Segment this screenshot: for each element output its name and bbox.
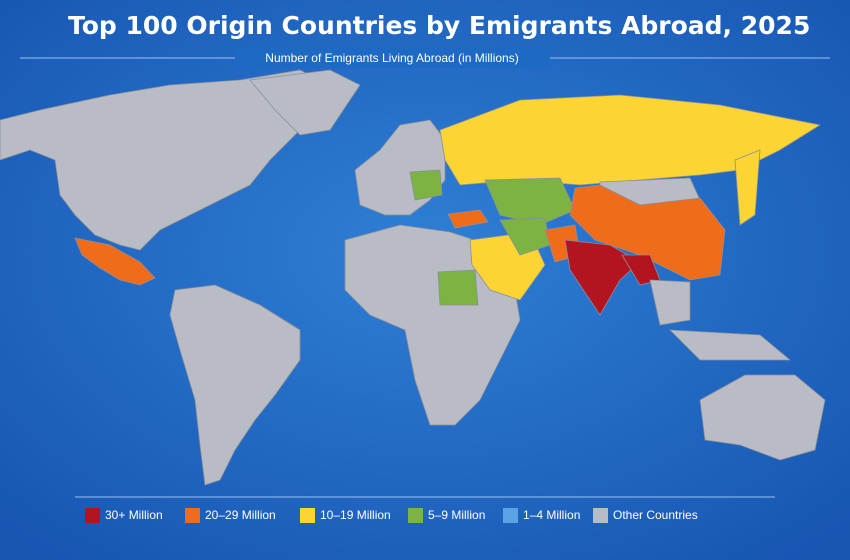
greenland	[249, 69, 361, 136]
legend-swatch	[593, 508, 608, 523]
legend-label: 10–19 Million	[320, 508, 391, 522]
legend-label: 1–4 Million	[523, 508, 580, 522]
south-america	[169, 284, 301, 486]
southeast-asia	[649, 279, 792, 361]
legend-label: 5–9 Million	[428, 508, 485, 522]
legend-swatch	[300, 508, 315, 523]
title: Top 100 Origin Countries by Emigrants Ab…	[68, 11, 810, 40]
russia	[439, 94, 822, 186]
india	[564, 239, 641, 316]
world-map	[0, 69, 826, 486]
mexico	[74, 237, 156, 286]
australia	[699, 374, 826, 461]
legend-swatch	[408, 508, 423, 523]
africa	[344, 224, 521, 426]
legend-swatch	[85, 508, 100, 523]
ukraine	[409, 169, 443, 201]
legend: 30+ Million 20–29 Million 10–19 Million 5–9…	[85, 508, 698, 523]
legend-swatch	[503, 508, 518, 523]
turkey	[447, 209, 489, 229]
legend-label: 30+ Million	[105, 508, 163, 522]
north-america	[0, 69, 341, 251]
legend-label: Other Countries	[613, 508, 698, 522]
sudan	[437, 269, 479, 306]
kazakhstan	[484, 177, 576, 226]
china	[569, 184, 726, 281]
legend-swatch	[185, 508, 200, 523]
japan	[734, 149, 761, 226]
subtitle-bg	[235, 48, 550, 68]
subtitle: Number of Emigrants Living Abroad (in Mi…	[265, 51, 518, 65]
legend-label: 20–29 Million	[205, 508, 276, 522]
bangladesh	[621, 254, 661, 286]
